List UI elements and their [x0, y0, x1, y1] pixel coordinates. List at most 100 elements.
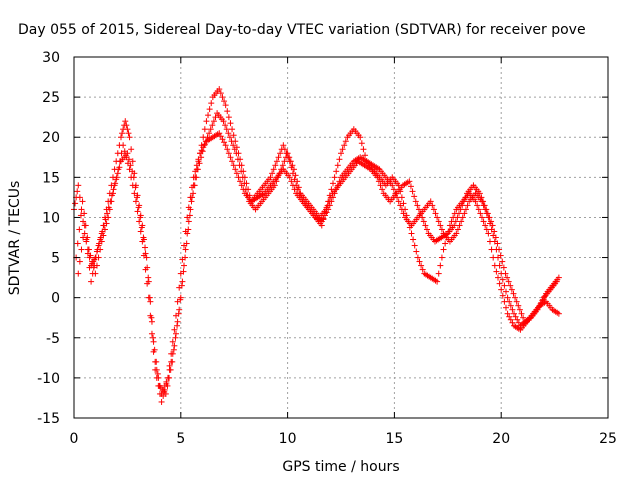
data-point: [326, 202, 333, 209]
data-point: [472, 198, 479, 205]
tick-labels: 0 5 10 15 20 25 -15 -10 -5 0 5 10 15 20 25 30: [37, 50, 617, 447]
data-point: [555, 310, 562, 317]
data-point: [281, 146, 288, 153]
data-point: [78, 246, 85, 253]
data-point: [124, 126, 131, 133]
data-point: [116, 158, 123, 165]
data-point: [511, 310, 518, 317]
data-point: [110, 186, 117, 193]
data-point: [507, 302, 514, 309]
data-point: [222, 102, 229, 109]
data-point: [220, 118, 227, 125]
data-point: [360, 146, 367, 153]
data-point: [408, 230, 415, 237]
data-point: [125, 130, 132, 137]
data-point: [237, 178, 244, 185]
x-tick-label: 15: [385, 431, 403, 447]
data-point: [515, 302, 522, 309]
data-point: [480, 218, 487, 225]
chart-title: Day 055 of 2015, Sidereal Day-to-day VTE…: [18, 22, 586, 38]
data-point: [509, 319, 516, 326]
data-point: [135, 204, 142, 211]
data-point: [147, 312, 154, 319]
data-point: [170, 346, 177, 353]
data-point: [422, 222, 429, 229]
data-point: [333, 168, 340, 175]
data-point: [150, 334, 157, 341]
x-tick-label: 10: [279, 431, 297, 447]
data-point: [438, 226, 445, 233]
data-point: [201, 126, 208, 133]
data-point: [477, 210, 484, 217]
data-point: [176, 306, 183, 313]
data-point: [193, 162, 200, 169]
data-point: [341, 142, 348, 149]
data-point: [114, 170, 121, 177]
data-point: [89, 258, 96, 265]
data-point: [181, 242, 188, 249]
data-point: [169, 338, 176, 345]
data-point: [207, 126, 214, 133]
data-point: [174, 318, 181, 325]
data-point: [454, 214, 461, 221]
data-point: [182, 228, 189, 235]
data-point: [482, 222, 489, 229]
data-point: [329, 194, 336, 201]
data-point: [454, 226, 461, 233]
data-point: [156, 390, 163, 397]
data-point: [197, 150, 204, 157]
data-point: [210, 118, 217, 125]
data-point: [389, 182, 396, 189]
data-point: [117, 134, 124, 141]
data-point: [488, 226, 495, 233]
data-point: [520, 314, 527, 321]
data-point: [232, 166, 239, 173]
data-point: [227, 154, 234, 161]
data-point: [144, 280, 151, 287]
data-point: [478, 214, 485, 221]
data-point: [185, 218, 192, 225]
data-point: [498, 270, 505, 277]
data-point: [430, 206, 437, 213]
y-tick-label: 15: [42, 170, 60, 186]
data-point: [76, 258, 83, 265]
data-point: [503, 288, 510, 295]
data-point: [126, 134, 133, 141]
x-tick-label: 20: [492, 431, 510, 447]
data-point: [236, 162, 243, 169]
data-point: [280, 142, 287, 149]
axis-ticks: [73, 56, 609, 419]
data-point: [112, 180, 119, 187]
data-point: [219, 94, 226, 101]
data-point: [411, 242, 418, 249]
data-point: [217, 133, 224, 140]
data-point: [113, 174, 120, 181]
x-axis-label: GPS time / hours: [282, 459, 399, 475]
data-point: [504, 294, 511, 301]
data-point: [80, 218, 87, 225]
data-point: [78, 206, 85, 213]
data-point: [292, 172, 299, 179]
data-point: [333, 186, 340, 193]
data-point: [137, 214, 144, 221]
data-point: [494, 254, 501, 261]
data-point: [277, 150, 284, 157]
data-point: [219, 136, 226, 143]
data-point: [169, 358, 176, 365]
data-point: [77, 212, 84, 219]
data-point: [92, 254, 99, 261]
data-point: [115, 166, 122, 173]
data-point: [179, 278, 186, 285]
data-point: [513, 298, 520, 305]
data-point: [493, 268, 500, 275]
data-point: [229, 126, 236, 133]
data-point: [148, 330, 155, 337]
data-point: [482, 206, 489, 213]
data-point: [227, 120, 234, 127]
data-point: [145, 294, 152, 301]
data-point: [153, 374, 160, 381]
data-point: [198, 147, 205, 154]
data-point: [164, 374, 171, 381]
data-point: [485, 230, 492, 237]
data-point: [192, 168, 199, 175]
